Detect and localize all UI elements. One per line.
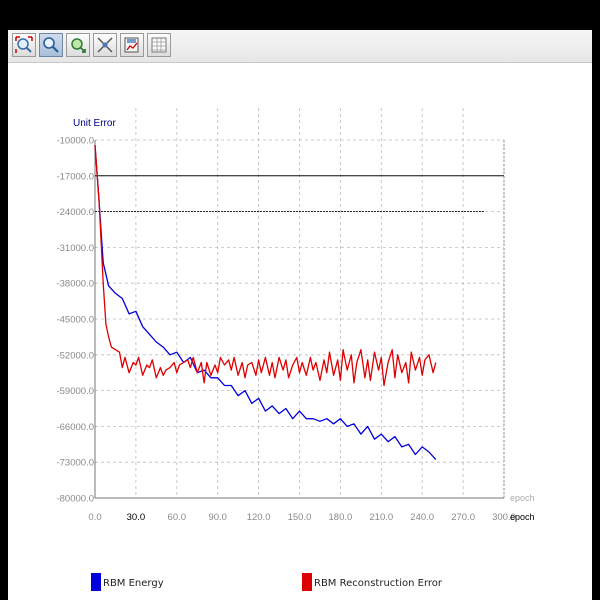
y-axis-label: Unit Error (73, 118, 116, 129)
legend-swatch-rbm-energy (91, 573, 101, 591)
toolbar (8, 30, 592, 63)
grid (94, 108, 505, 499)
y-tick-label: -10000.0 (56, 136, 94, 147)
y-tick-label: -24000.0 (56, 207, 94, 218)
chart-window: -10000.0 -17000.0 -24000.0 -31000.0 -38000.0… (8, 30, 592, 600)
x-axis-label: epoch (510, 512, 535, 522)
y-tick-label: -73000.0 (56, 458, 94, 469)
x-tick-label: 150.0 (288, 512, 312, 523)
y-tick-label: -45000.0 (56, 315, 94, 326)
pan-button[interactable] (66, 33, 90, 57)
reference-lines (95, 175, 504, 213)
y-tick-label: -52000.0 (56, 350, 94, 361)
y-tick-label: -17000.0 (56, 171, 94, 182)
legend-label-rbm-energy: RBM Energy (103, 578, 164, 589)
y-tick-label: -31000.0 (56, 243, 94, 254)
x-tick-label: 300.0 (492, 512, 516, 523)
x-tick-label: 240.0 (410, 512, 434, 523)
y-tick-label: -38000.0 (56, 279, 94, 290)
legend-label-rbm-reconstruction-error: RBM Reconstruction Error (314, 578, 443, 589)
series-line-rbm-energy (94, 145, 437, 461)
export-button[interactable] (120, 33, 144, 57)
x-tick-label: 0.0 (88, 512, 101, 523)
zoom-button[interactable] (39, 33, 63, 57)
x-tick-label: 270.0 (451, 512, 475, 523)
y-tick-label: -66000.0 (56, 422, 94, 433)
x-tick-label: 120.0 (247, 512, 271, 523)
line-chart: -10000.0 -17000.0 -24000.0 -31000.0 -38000.0… (56, 108, 535, 523)
zoom-fit-button[interactable] (12, 33, 36, 57)
cursor-tools-button[interactable] (93, 33, 117, 57)
x-tick-label: 210.0 (369, 512, 393, 523)
x-tick-label: 60.0 (168, 512, 187, 523)
x-tick-label: 30.0 (127, 512, 146, 523)
legend-swatch-rbm-reconstruction-error (302, 573, 312, 591)
y-tick-label: -59000.0 (56, 386, 94, 397)
data-table-button[interactable] (147, 33, 171, 57)
y-tick-label: -80000.0 (56, 494, 94, 505)
series-line-rbm-reconstruction-error (94, 145, 437, 387)
series-lines (94, 145, 437, 461)
x-axis-label-faded: epoch (510, 493, 535, 503)
x-tick-label: 90.0 (208, 512, 227, 523)
y-axis-ticks: -10000.0 -17000.0 -24000.0 -31000.0 -38000.0… (56, 136, 94, 505)
x-tick-label: 180.0 (329, 512, 353, 523)
x-axis-ticks: 0.0 30.0 60.0 90.0 120.0 150.0 180.0 210.0 240.0… (88, 512, 516, 523)
